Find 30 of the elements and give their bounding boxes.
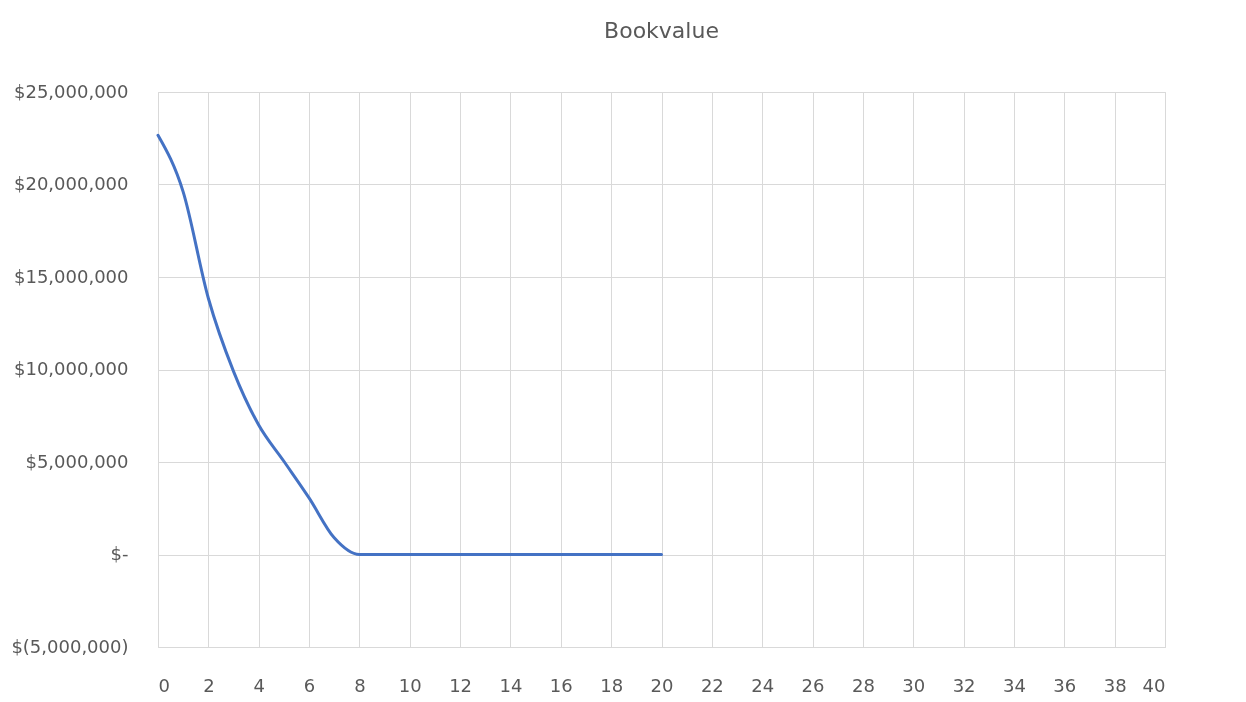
x-tick-label: 20 — [650, 674, 674, 696]
chart-title: Bookvalue — [604, 18, 719, 43]
x-tick-label: 28 — [851, 674, 875, 696]
x-tick-label: 34 — [1003, 674, 1026, 696]
y-tick-label: $(5,000,000) — [11, 635, 129, 657]
x-tick-label: 38 — [1103, 674, 1127, 696]
line-series — [156, 133, 663, 556]
x-tick-label: 22 — [700, 674, 724, 696]
x-tick-label: 0 — [158, 674, 170, 696]
y-tick-label: $5,000,000 — [25, 450, 129, 472]
x-tick-label: 8 — [354, 674, 366, 696]
x-tick-label: 10 — [398, 674, 422, 696]
x-tick-label: 2 — [203, 674, 215, 696]
y-tick-label: $25,000,000 — [13, 80, 129, 102]
y-tick-label: $10,000,000 — [13, 358, 129, 379]
y-tick-label: $15,000,000 — [13, 265, 129, 287]
x-tick-label: 4 — [253, 674, 265, 696]
y-tick-label: $- — [110, 543, 129, 564]
x-tick-label: 24 — [751, 674, 775, 696]
x-tick-label: 36 — [1053, 674, 1077, 696]
x-tick-label: 30 — [902, 674, 926, 696]
x-tick-label: 6 — [303, 674, 316, 696]
x-tick-label: 26 — [801, 674, 825, 696]
x-tick-label: 12 — [449, 674, 473, 696]
x-tick-label: 16 — [549, 674, 573, 696]
y-tick-label: $20,000,000 — [13, 173, 129, 194]
x-tick-label: 18 — [600, 674, 624, 696]
x-tick-label: 14 — [499, 674, 523, 696]
x-tick-label: 40 — [1142, 674, 1166, 696]
x-tick-label: 32 — [952, 674, 976, 696]
